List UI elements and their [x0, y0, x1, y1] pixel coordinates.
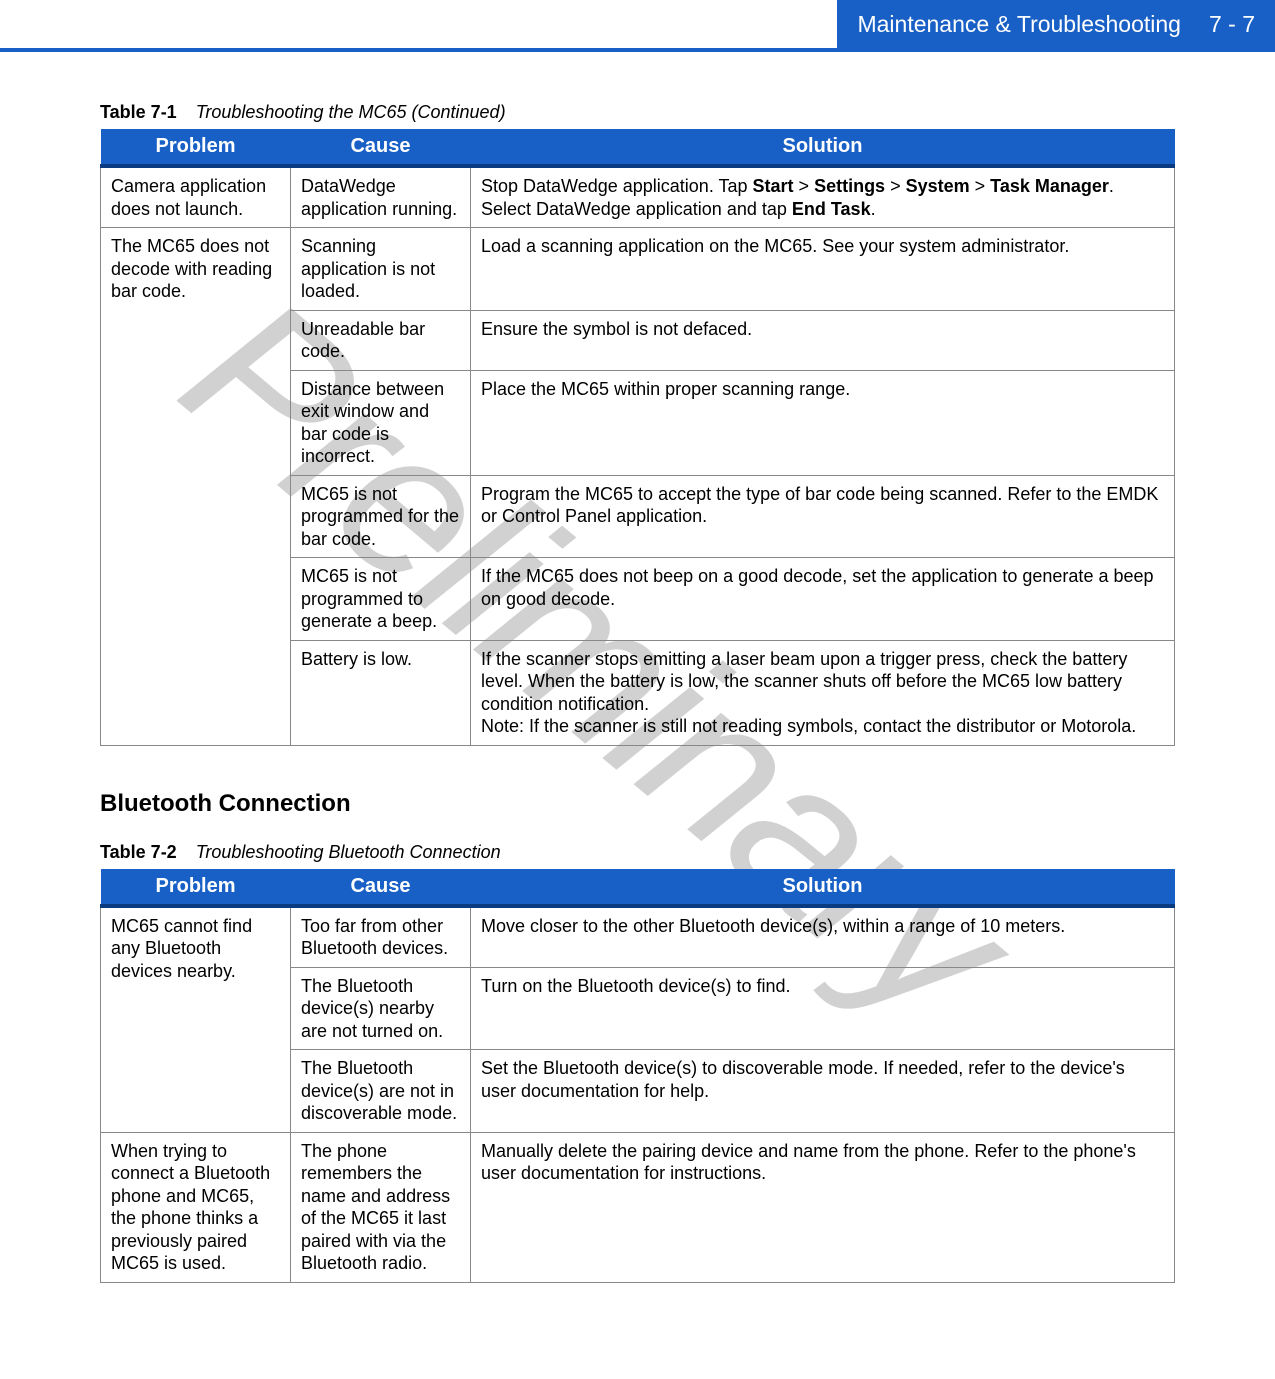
cell-solution: Stop DataWedge application. Tap Start > … — [471, 166, 1175, 228]
cell-cause: DataWedge application running. — [291, 166, 471, 228]
table-row: Camera application does not launch. Data… — [101, 166, 1175, 228]
cell-cause: Unreadable bar code. — [291, 310, 471, 370]
cell-solution: Ensure the symbol is not defaced. — [471, 310, 1175, 370]
cell-cause: Battery is low. — [291, 640, 471, 745]
cell-solution: Manually delete the pairing device and n… — [471, 1132, 1175, 1282]
table2-caption: Table 7-2 Troubleshooting Bluetooth Conn… — [100, 842, 1175, 863]
table-row: The MC65 does not decode with reading ba… — [101, 228, 1175, 311]
table1-col-cause: Cause — [291, 129, 471, 166]
cell-solution: Set the Bluetooth device(s) to discovera… — [471, 1050, 1175, 1133]
table1-header-row: Problem Cause Solution — [101, 129, 1175, 166]
table-row: MC65 cannot find any Bluetooth devices n… — [101, 906, 1175, 968]
cell-cause: Scanning application is not loaded. — [291, 228, 471, 311]
bold-text: Settings — [814, 176, 885, 196]
header-blue-box: Maintenance & Troubleshooting 7 - 7 — [837, 0, 1275, 48]
cell-solution: If the scanner stops emitting a laser be… — [471, 640, 1175, 745]
cell-cause: Distance between exit window and bar cod… — [291, 370, 471, 475]
cell-problem: Camera application does not launch. — [101, 166, 291, 228]
cell-problem: When trying to connect a Bluetooth phone… — [101, 1132, 291, 1282]
text: . — [871, 199, 876, 219]
table1-col-problem: Problem — [101, 129, 291, 166]
table2-label: Table 7-2 — [100, 842, 177, 862]
text: > — [970, 176, 991, 196]
header-spacer — [0, 0, 837, 48]
cell-solution: Move closer to the other Bluetooth devic… — [471, 906, 1175, 968]
cell-problem: MC65 cannot find any Bluetooth devices n… — [101, 906, 291, 1133]
bold-text: Task Manager — [990, 176, 1109, 196]
table1-label: Table 7-1 — [100, 102, 177, 122]
bold-text: Start — [753, 176, 794, 196]
text: Stop DataWedge application. Tap — [481, 176, 753, 196]
cell-cause: The Bluetooth device(s) nearby are not t… — [291, 967, 471, 1050]
table2-col-solution: Solution — [471, 869, 1175, 906]
section-heading-bluetooth: Bluetooth Connection — [100, 790, 1175, 818]
cell-solution: Program the MC65 to accept the type of b… — [471, 475, 1175, 558]
table2-header-row: Problem Cause Solution — [101, 869, 1175, 906]
table1-col-solution: Solution — [471, 129, 1175, 166]
header-title: Maintenance & Troubleshooting — [857, 11, 1181, 38]
table1-title: Troubleshooting the MC65 (Continued) — [196, 102, 506, 122]
cell-solution: Place the MC65 within proper scanning ra… — [471, 370, 1175, 475]
table-row: When trying to connect a Bluetooth phone… — [101, 1132, 1175, 1282]
bold-text: System — [906, 176, 970, 196]
table2-col-problem: Problem — [101, 869, 291, 906]
cell-solution: If the MC65 does not beep on a good deco… — [471, 558, 1175, 641]
cell-cause: Too far from other Bluetooth devices. — [291, 906, 471, 968]
page-header: Maintenance & Troubleshooting 7 - 7 — [0, 0, 1275, 48]
cell-cause: MC65 is not programmed to generate a bee… — [291, 558, 471, 641]
cell-cause: MC65 is not programmed for the bar code. — [291, 475, 471, 558]
table2: Problem Cause Solution MC65 cannot find … — [100, 869, 1175, 1283]
table2-col-cause: Cause — [291, 869, 471, 906]
cell-problem: The MC65 does not decode with reading ba… — [101, 228, 291, 746]
table1: Problem Cause Solution Camera applicatio… — [100, 129, 1175, 746]
header-page-number: 7 - 7 — [1209, 11, 1255, 38]
cell-cause: The Bluetooth device(s) are not in disco… — [291, 1050, 471, 1133]
table2-title: Troubleshooting Bluetooth Connection — [196, 842, 501, 862]
text: > — [794, 176, 815, 196]
cell-solution: Load a scanning application on the MC65.… — [471, 228, 1175, 311]
text: > — [885, 176, 906, 196]
table1-caption: Table 7-1 Troubleshooting the MC65 (Cont… — [100, 102, 1175, 123]
bold-text: End Task — [792, 199, 871, 219]
cell-cause: The phone remembers the name and address… — [291, 1132, 471, 1282]
cell-solution: Turn on the Bluetooth device(s) to find. — [471, 967, 1175, 1050]
